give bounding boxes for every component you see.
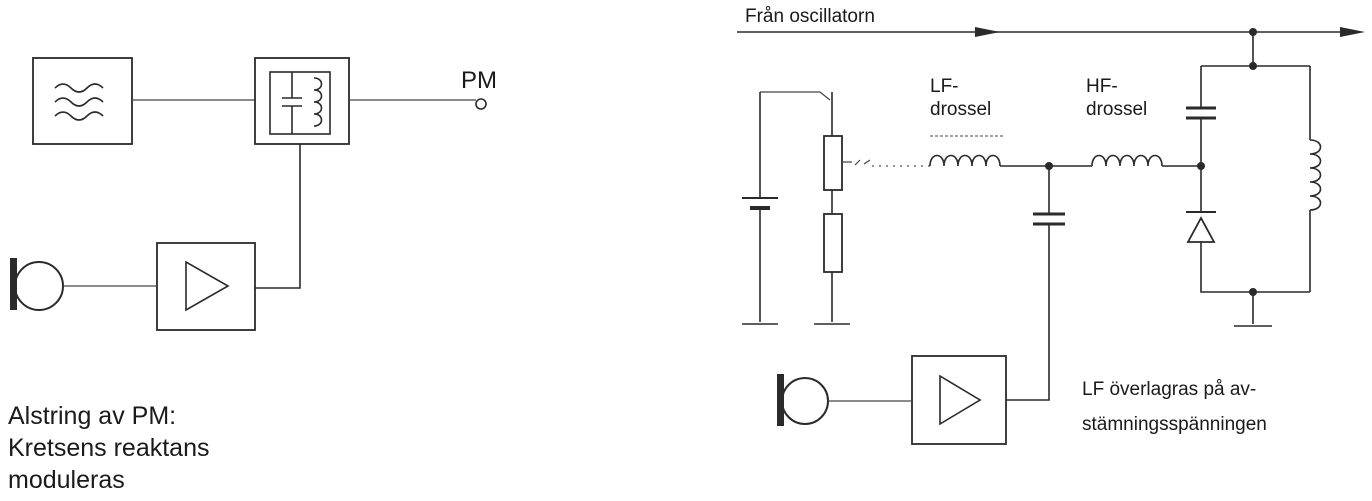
lf-choke-label-2: drossel bbox=[930, 99, 991, 120]
cap-to-amp-wire bbox=[1006, 224, 1050, 401]
oscillator-box bbox=[32, 57, 133, 145]
pm-output-label: PM bbox=[461, 67, 497, 94]
inductor-coil-icon bbox=[1091, 154, 1163, 167]
amplifier-triangle-icon bbox=[185, 260, 230, 312]
tank-to-amp-line bbox=[255, 144, 301, 289]
caption-line-3: moduleras bbox=[8, 466, 125, 494]
inductor-coil-icon bbox=[929, 154, 1001, 167]
arrow-right-icon bbox=[975, 27, 1000, 37]
note-line-2: stämningsspänningen bbox=[1082, 414, 1267, 435]
hf-choke-label-2: drossel bbox=[1086, 99, 1147, 120]
microphone-icon bbox=[777, 374, 829, 426]
tank-circuit-icon bbox=[269, 71, 331, 135]
arrow-right-icon bbox=[1340, 27, 1365, 37]
lf-choke-label-1: LF- bbox=[930, 76, 959, 97]
battery-icon bbox=[742, 197, 778, 210]
inductor-coil-icon bbox=[1309, 139, 1322, 211]
pm-output-terminal bbox=[475, 98, 487, 110]
left-block-diagram: PM Alstring av PM: Kretsens reaktans mod… bbox=[8, 57, 497, 494]
microphone-icon bbox=[10, 258, 64, 311]
from-oscillator-label: Från oscillatorn bbox=[745, 6, 875, 27]
right-circuit: Från oscillatorn LF- drossel bbox=[737, 6, 1365, 445]
tank-box bbox=[254, 57, 350, 145]
resistor-icon bbox=[823, 213, 843, 273]
battery-top-wire bbox=[760, 91, 831, 101]
caption-line-1: Alstring av PM: bbox=[8, 402, 176, 430]
varactor-diode-icon bbox=[1186, 211, 1216, 243]
oscillator-waves-icon bbox=[54, 83, 104, 121]
note-line-1: LF överlagras på av- bbox=[1082, 379, 1256, 400]
amplifier-box bbox=[911, 355, 1007, 445]
amplifier-box bbox=[156, 242, 256, 331]
wiper-line bbox=[842, 159, 871, 166]
amplifier-triangle-icon bbox=[939, 374, 982, 426]
hf-choke-label-1: HF- bbox=[1086, 76, 1118, 97]
tank-bottom-rail bbox=[1200, 242, 1310, 293]
resistor-icon bbox=[823, 135, 843, 191]
caption-line-2: Kretsens reaktans bbox=[8, 434, 210, 462]
capacitor-icon bbox=[1033, 212, 1065, 226]
capacitor-icon bbox=[1186, 106, 1216, 120]
